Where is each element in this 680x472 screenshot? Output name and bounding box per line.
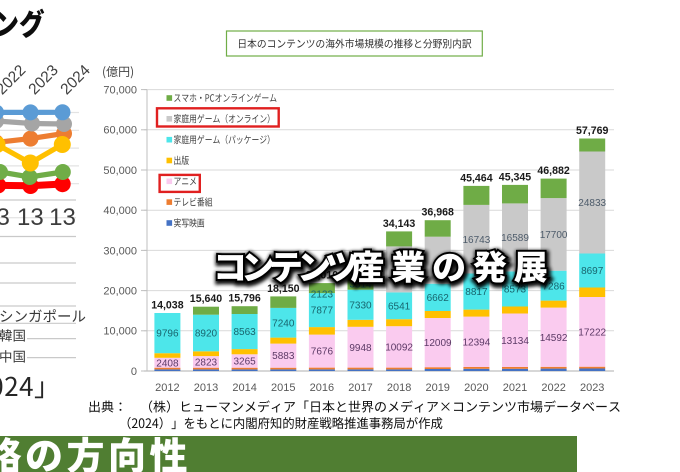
svg-text:17222: 17222 [578, 328, 606, 339]
svg-text:2020: 2020 [464, 382, 488, 394]
svg-text:13134: 13134 [501, 336, 529, 347]
svg-text:46,882: 46,882 [537, 165, 570, 177]
svg-text:17700: 17700 [540, 230, 568, 241]
svg-text:6541: 6541 [388, 301, 411, 312]
svg-text:13: 13 [49, 204, 76, 231]
svg-text:2022: 2022 [541, 382, 565, 394]
svg-text:50,000: 50,000 [103, 165, 137, 177]
svg-text:2016: 2016 [310, 382, 334, 394]
svg-text:13: 13 [0, 204, 10, 231]
svg-text:57,769: 57,769 [576, 125, 609, 137]
svg-text:24833: 24833 [578, 198, 606, 209]
svg-text:2019: 2019 [425, 382, 449, 394]
svg-text:7676: 7676 [311, 347, 334, 358]
svg-text:18,150: 18,150 [267, 283, 300, 295]
svg-text:16743: 16743 [462, 235, 490, 246]
svg-text:3265: 3265 [233, 357, 256, 368]
svg-text:12394: 12394 [462, 337, 490, 348]
svg-text:70,000: 70,000 [103, 85, 137, 97]
svg-text:2018: 2018 [387, 382, 411, 394]
svg-text:2021: 2021 [503, 382, 527, 394]
svg-text:12009: 12009 [424, 338, 452, 349]
svg-text:60,000: 60,000 [103, 125, 137, 137]
svg-text:34,143: 34,143 [383, 218, 416, 230]
svg-text:13: 13 [17, 204, 44, 231]
svg-text:6662: 6662 [427, 293, 450, 304]
svg-text:9796: 9796 [156, 329, 179, 340]
svg-text:7330: 7330 [349, 300, 372, 311]
svg-text:14592: 14592 [540, 333, 568, 344]
svg-text:2823: 2823 [195, 358, 218, 369]
svg-text:8573: 8573 [504, 285, 527, 296]
svg-text:16589: 16589 [501, 233, 529, 244]
svg-text:45,464: 45,464 [460, 172, 493, 184]
svg-text:45,345: 45,345 [499, 171, 532, 183]
svg-text:2408: 2408 [156, 358, 179, 369]
svg-text:15,640: 15,640 [190, 293, 223, 305]
svg-text:2013: 2013 [194, 382, 218, 394]
svg-text:14,038: 14,038 [151, 300, 184, 312]
svg-text:30,000: 30,000 [103, 245, 137, 257]
svg-text:2014: 2014 [232, 382, 256, 394]
svg-text:36,968: 36,968 [421, 207, 454, 219]
svg-text:2022: 2022 [0, 62, 29, 98]
svg-text:8920: 8920 [195, 329, 218, 340]
svg-text:2017: 2017 [348, 382, 372, 394]
svg-text:2024: 2024 [57, 62, 94, 99]
svg-text:20,000: 20,000 [103, 286, 137, 298]
svg-text:0: 0 [131, 366, 137, 378]
svg-text:7240: 7240 [272, 318, 295, 329]
svg-text:7877: 7877 [311, 306, 334, 317]
svg-text:8563: 8563 [233, 327, 256, 338]
svg-text:7286: 7286 [542, 281, 565, 292]
svg-text:2023: 2023 [25, 62, 61, 98]
svg-text:5883: 5883 [272, 351, 295, 362]
svg-text:10,000: 10,000 [103, 326, 137, 338]
svg-text:15,796: 15,796 [228, 293, 261, 305]
svg-text:8817: 8817 [465, 287, 488, 298]
svg-text:2012: 2012 [155, 382, 179, 394]
svg-text:10092: 10092 [385, 343, 413, 354]
svg-text:9948: 9948 [349, 343, 372, 354]
svg-text:8697: 8697 [581, 266, 604, 277]
svg-text:2023: 2023 [580, 382, 604, 394]
svg-text:2015: 2015 [271, 382, 295, 394]
svg-text:40,000: 40,000 [103, 205, 137, 217]
svg-text:2123: 2123 [311, 290, 334, 301]
